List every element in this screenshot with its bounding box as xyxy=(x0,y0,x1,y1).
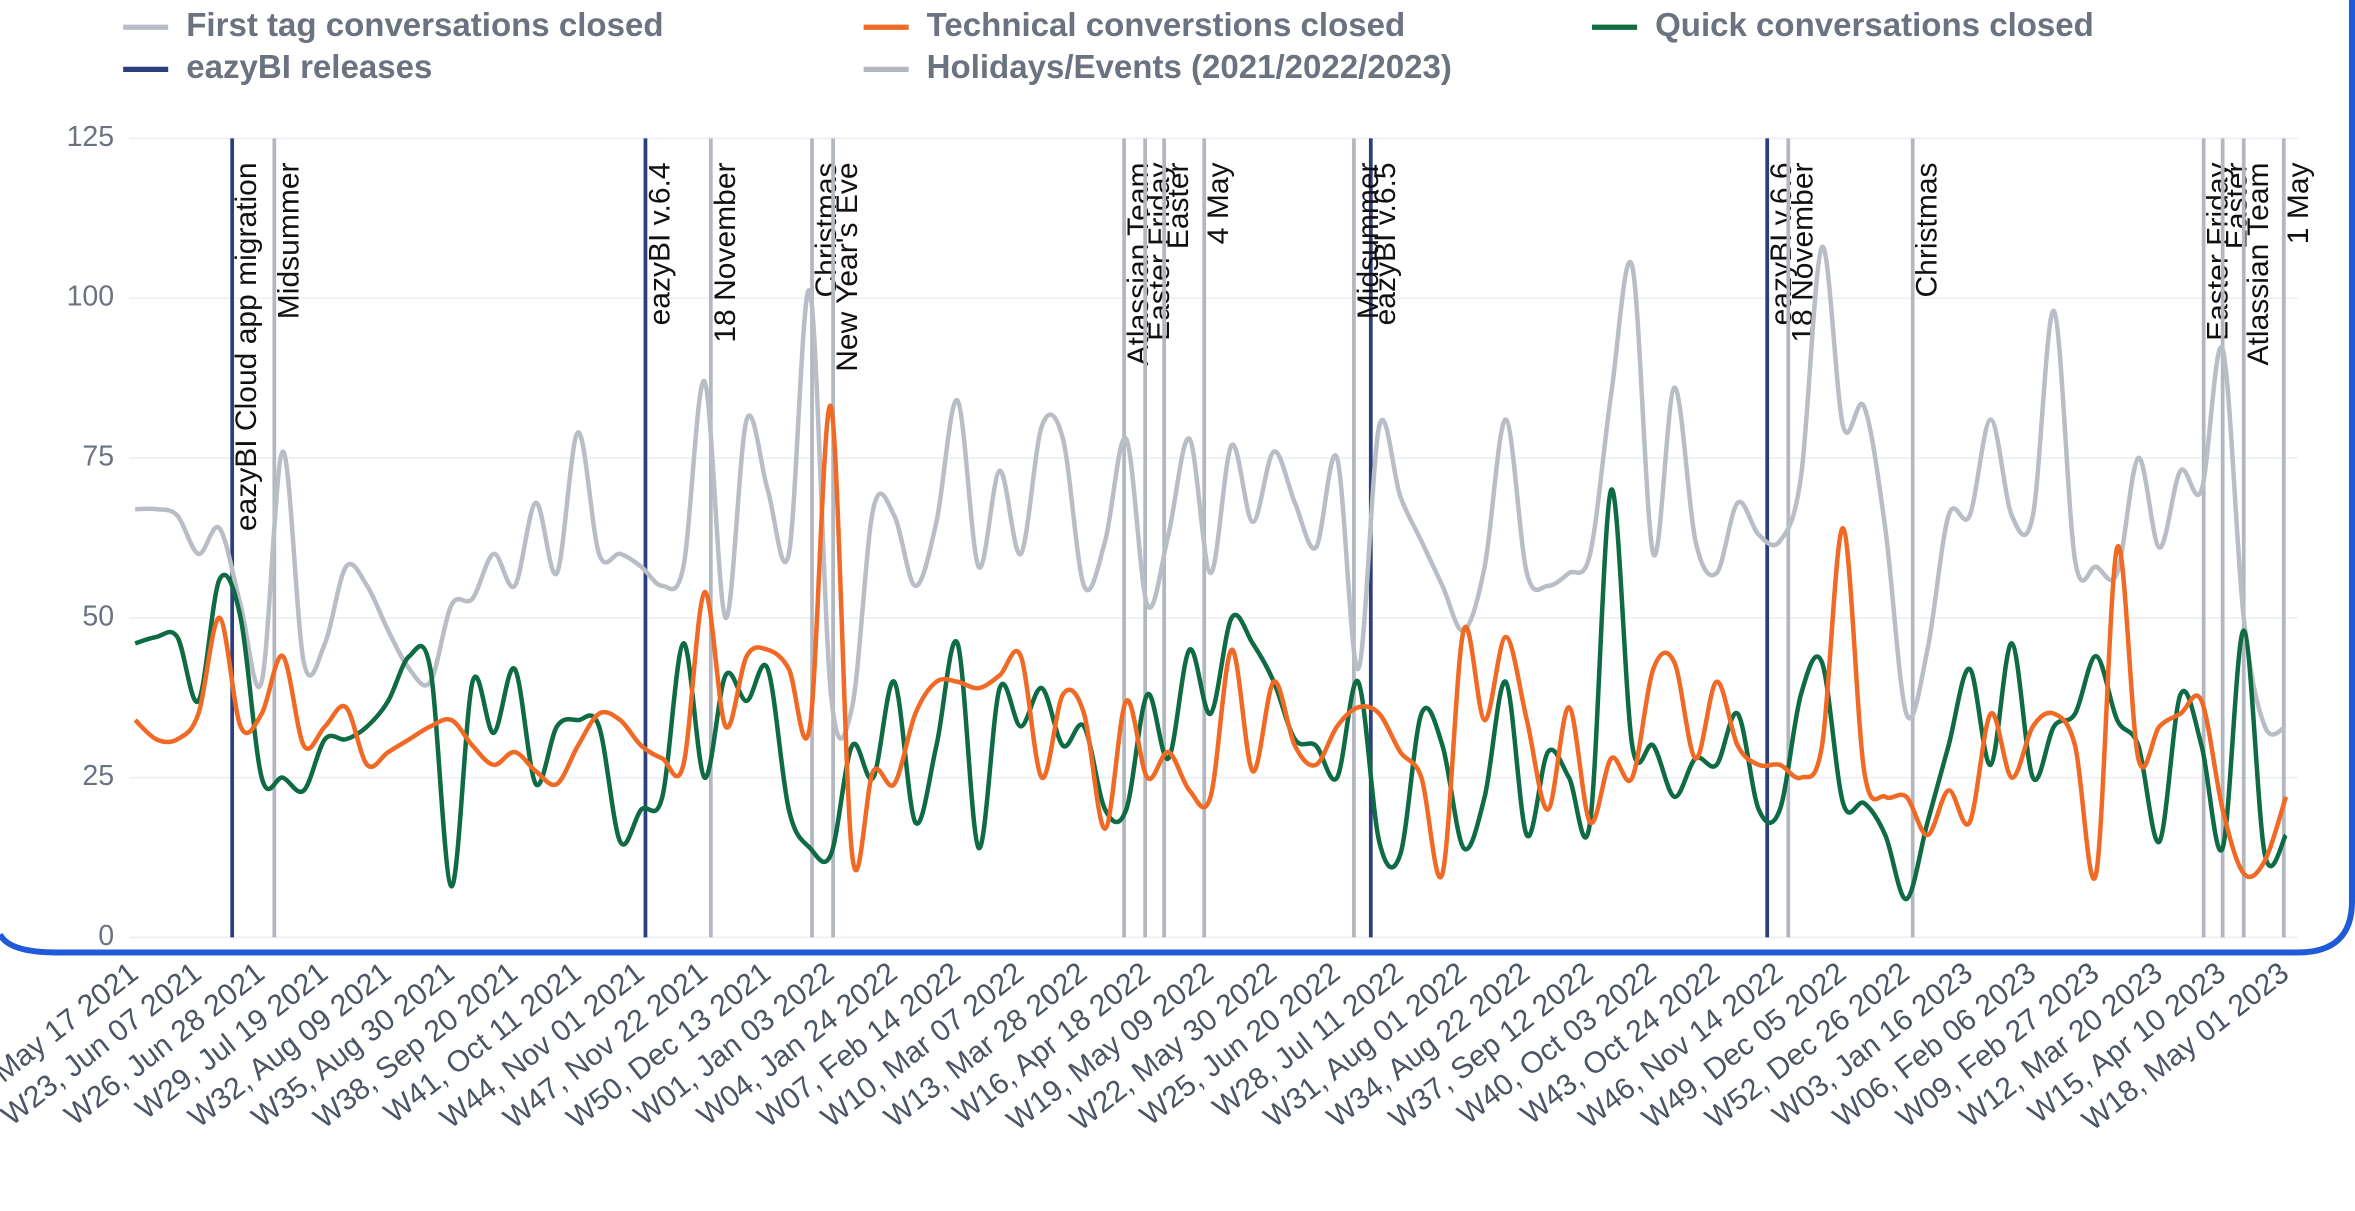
event-label: eazyBI v.6.6 xyxy=(1765,162,1798,325)
event-label: Easter Friday xyxy=(1143,162,1176,340)
card-frame xyxy=(0,0,2355,956)
y-tick-label: 100 xyxy=(67,281,115,313)
legend: First tag conversations closed Technical … xyxy=(123,7,2094,86)
series-line xyxy=(133,403,2289,881)
legend-label: First tag conversations closed xyxy=(186,7,663,44)
series-line xyxy=(134,487,2288,902)
y-tick-label: 125 xyxy=(67,121,115,153)
y-tick-label: 50 xyxy=(82,600,114,632)
event-label: Midsummer xyxy=(1352,162,1385,319)
event-label: Easter xyxy=(1162,162,1195,249)
series-line xyxy=(135,244,2287,741)
legend-label: Technical converstions closed xyxy=(927,7,1406,44)
event-label: 4 May xyxy=(1202,162,1235,244)
event-label: New Year's Eve xyxy=(831,162,864,371)
legend-label: eazyBI releases xyxy=(186,49,432,86)
event-label: Midsummer xyxy=(272,162,305,319)
event-label: Christmas xyxy=(1911,162,1944,297)
lines xyxy=(133,244,2289,902)
event-label: Atlassian Team xyxy=(1122,162,1155,365)
event-label: Easter Friday xyxy=(2202,162,2235,340)
events: eazyBI Cloud app migration eazyBI v.6.4 ea… xyxy=(230,138,2315,938)
event-label: 1 May xyxy=(2282,162,2315,244)
event-label: Easter xyxy=(2221,162,2254,249)
event-label: eazyBI v.6.5 xyxy=(1369,162,1402,325)
y-tick-label: 25 xyxy=(82,760,114,792)
legend-label: Holidays/Events (2021/2022/2023) xyxy=(927,49,1452,86)
event-label: eazyBI Cloud app migration xyxy=(230,162,263,531)
y-tick-label: 0 xyxy=(98,920,114,952)
event-label: eazyBI v.6.4 xyxy=(643,162,676,325)
event-label: Atlassian Team xyxy=(2242,162,2275,365)
grid: 0 25 50 75 100 125 xyxy=(67,121,2298,952)
event-label: 18 November xyxy=(709,162,742,342)
legend-label: Quick conversations closed xyxy=(1655,7,2094,44)
event-label: Christmas xyxy=(810,162,843,297)
y-tick-label: 75 xyxy=(82,441,114,473)
